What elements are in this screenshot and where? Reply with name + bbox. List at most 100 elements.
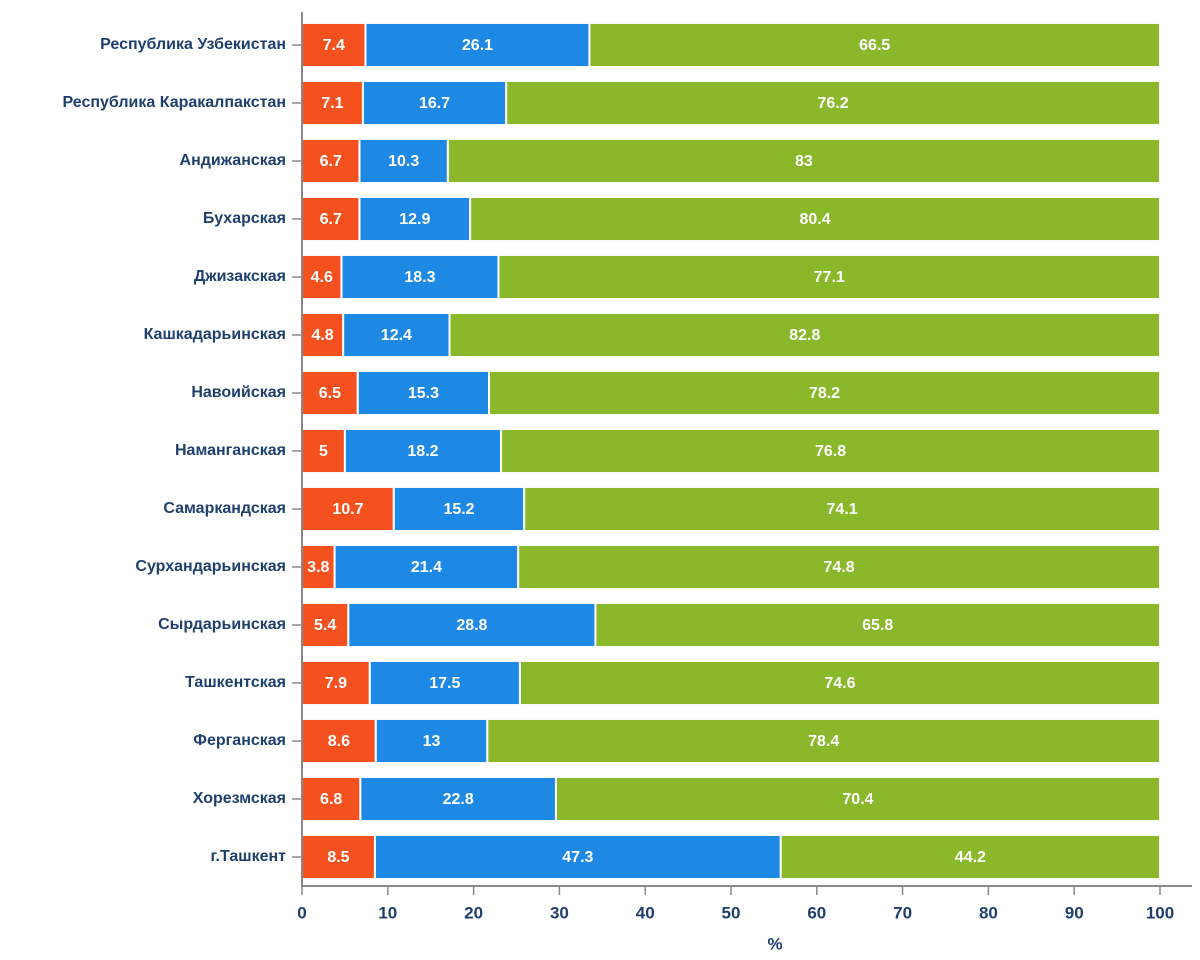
bar-segment <box>301 717 377 765</box>
bar-segment <box>518 659 1161 707</box>
value-label: 28.8 <box>456 617 487 634</box>
value-label: 18.2 <box>407 443 438 460</box>
value-label: 82.8 <box>789 327 820 344</box>
bar-segment <box>333 543 520 591</box>
value-label: 80.4 <box>800 211 831 228</box>
value-label: 12.4 <box>381 327 412 344</box>
bar-segment <box>497 253 1161 301</box>
value-label: 10.3 <box>388 153 419 170</box>
value-label: 44.2 <box>955 849 986 866</box>
value-label: 8.5 <box>327 849 349 866</box>
x-tick-label: 10 <box>378 903 397 922</box>
bar-segment <box>374 717 489 765</box>
x-tick-label: 0 <box>297 903 306 922</box>
value-label: 6.5 <box>319 385 341 402</box>
y-tick-label: Республика Каракалпакстан <box>62 94 286 111</box>
bar-segment <box>446 137 1161 185</box>
x-tick-label: 30 <box>550 903 569 922</box>
bar-segment <box>517 543 1161 591</box>
x-axis-label: % <box>767 934 782 953</box>
bar-segment <box>469 195 1161 243</box>
value-label: 83 <box>795 153 813 170</box>
value-label: 18.3 <box>404 269 435 286</box>
y-tick-label: Самаркандская <box>163 500 286 517</box>
value-label: 17.5 <box>429 675 460 692</box>
value-label: 6.8 <box>320 791 342 808</box>
y-tick-label: Навоийская <box>191 384 286 401</box>
y-tick-label: Бухарская <box>203 210 286 227</box>
value-label: 5 <box>319 443 328 460</box>
value-label: 15.2 <box>443 501 474 518</box>
bar-segment <box>505 79 1162 127</box>
y-tick-label: Сырдарьинская <box>158 616 286 633</box>
x-tick-label: 80 <box>979 903 998 922</box>
value-label: 5.4 <box>314 617 336 634</box>
bar-segment <box>301 833 376 881</box>
value-label: 22.8 <box>443 791 474 808</box>
bar-segment <box>488 369 1161 417</box>
value-label: 10.7 <box>332 501 363 518</box>
value-label: 6.7 <box>320 153 342 170</box>
value-label: 6.7 <box>320 211 342 228</box>
bar-segment <box>364 21 591 69</box>
value-label: 78.2 <box>809 385 840 402</box>
bar-segment <box>392 485 526 533</box>
x-tick-label: 90 <box>1065 903 1084 922</box>
bar-segment <box>523 485 1161 533</box>
y-tick-label: Ташкентская <box>185 674 286 691</box>
y-tick-label: Республика Узбекистан <box>100 36 286 53</box>
value-label: 4.6 <box>311 269 333 286</box>
bar-segment <box>342 311 451 359</box>
value-label: 74.1 <box>827 501 858 518</box>
value-label: 7.4 <box>323 37 345 54</box>
y-tick-label: Кашкадарьинская <box>144 326 286 343</box>
bar-segment <box>368 659 521 707</box>
value-label: 74.8 <box>824 559 855 576</box>
bar-segment <box>779 833 1161 881</box>
bar-segment <box>301 543 336 591</box>
bar-segment <box>554 775 1161 823</box>
bar-segment <box>347 601 597 649</box>
value-label: 77.1 <box>814 269 845 286</box>
y-tick-label: Андижанская <box>180 152 286 169</box>
value-label: 21.4 <box>411 559 442 576</box>
value-label: 7.1 <box>321 95 343 112</box>
value-label: 15.3 <box>408 385 439 402</box>
x-tick-label: 50 <box>722 903 741 922</box>
bar-segment <box>301 601 350 649</box>
y-tick-label: Джизакская <box>194 268 286 285</box>
bar-segment <box>343 427 503 475</box>
bar-segment <box>358 195 472 243</box>
x-tick-label: 70 <box>893 903 912 922</box>
value-label: 76.8 <box>815 443 846 460</box>
bar-segment <box>594 601 1161 649</box>
x-tick-label: 60 <box>807 903 826 922</box>
y-tick-label: Сурхандарьинская <box>135 558 286 575</box>
value-label: 70.4 <box>842 791 873 808</box>
bar-segment <box>356 369 491 417</box>
y-tick-label: Наманганская <box>175 442 286 459</box>
bar-segment <box>448 311 1161 359</box>
value-label: 13 <box>423 733 441 750</box>
value-label: 8.6 <box>328 733 350 750</box>
value-label: 7.9 <box>325 675 347 692</box>
value-label: 12.9 <box>399 211 430 228</box>
bar-segment <box>486 717 1161 765</box>
value-label: 26.1 <box>462 37 493 54</box>
x-tick-label: 40 <box>636 903 655 922</box>
y-tick-label: Хорезмская <box>193 790 286 807</box>
value-label: 78.4 <box>808 733 839 750</box>
value-label: 66.5 <box>859 37 890 54</box>
bar-segment <box>358 137 449 185</box>
bar-segment <box>500 427 1161 475</box>
value-label: 76.2 <box>818 95 849 112</box>
value-label: 74.6 <box>824 675 855 692</box>
value-label: 4.8 <box>311 327 333 344</box>
value-label: 47.3 <box>562 849 593 866</box>
value-label: 16.7 <box>419 95 450 112</box>
x-tick-label: 100 <box>1146 903 1174 922</box>
value-label: 3.8 <box>307 559 329 576</box>
bar-segment <box>301 195 361 243</box>
